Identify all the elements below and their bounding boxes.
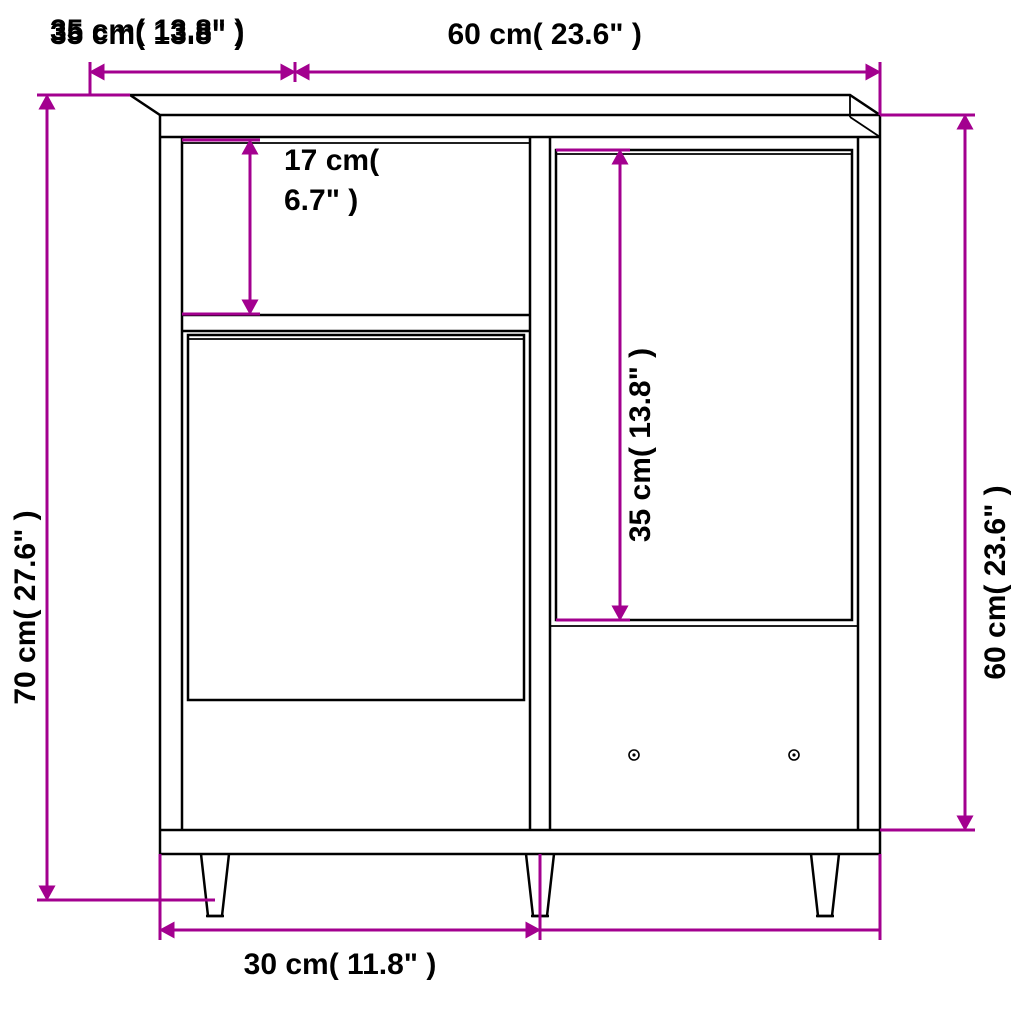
svg-text:70 cm( 27.6" ): 70 cm( 27.6" ) (9, 510, 42, 704)
svg-text:60 cm( 23.6" ): 60 cm( 23.6" ) (448, 18, 642, 51)
svg-text:6.7" ): 6.7" ) (284, 184, 358, 217)
svg-text:30 cm( 11.8" ): 30 cm( 11.8" ) (244, 948, 437, 981)
svg-text:60 cm( 23.6" ): 60 cm( 23.6" ) (979, 485, 1012, 679)
svg-text:17 cm(: 17 cm( (284, 144, 379, 177)
svg-text:35 cm( 13.8" ): 35 cm( 13.8" ) (624, 348, 657, 542)
svg-text:35 cm( 13.8" ): 35 cm( 13.8" ) (50, 18, 244, 51)
